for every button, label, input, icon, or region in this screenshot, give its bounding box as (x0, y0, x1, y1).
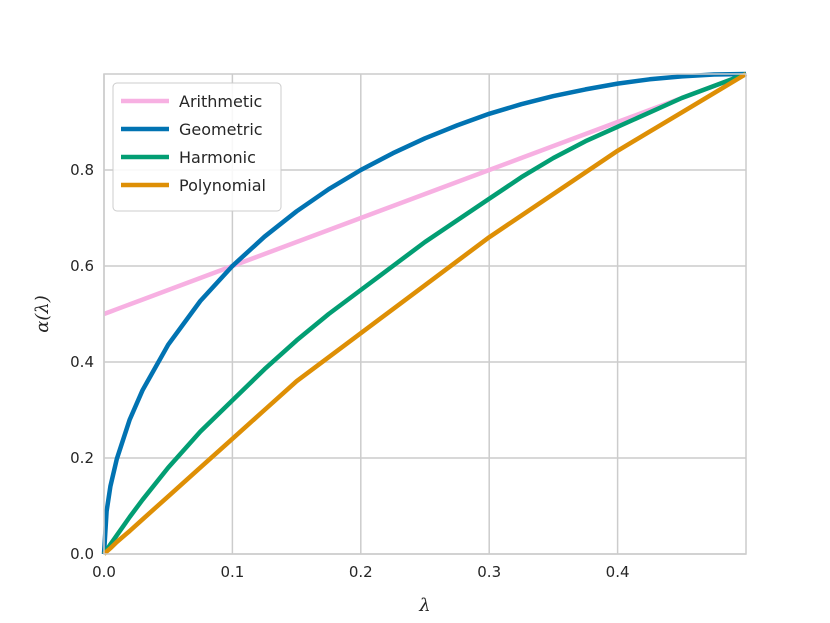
x-tick-label: 0.0 (92, 563, 116, 581)
tick-labels: 0.0 0.1 0.2 0.3 0.4 0.0 0.2 0.4 0.6 0.8 (70, 161, 629, 581)
plot-frame (103, 73, 747, 555)
y-tick-label: 0.2 (70, 449, 94, 467)
legend: Arithmetic Geometric Harmonic Polynomial (112, 82, 282, 212)
legend-label-harmonic: Harmonic (179, 148, 256, 167)
legend-box (112, 82, 282, 212)
series-line-geometric (101, 71, 747, 555)
x-axis-label: λ (418, 595, 430, 616)
legend-label-polynomial: Polynomial (179, 176, 266, 195)
x-tick-label: 0.1 (220, 563, 244, 581)
series-lines (101, 71, 748, 556)
x-tick-label: 0.3 (477, 563, 501, 581)
y-tick-label: 0.0 (70, 545, 94, 563)
y-tick-label: 0.6 (70, 257, 94, 275)
series-line-arithmetic (103, 71, 747, 317)
legend-label-arithmetic: Arithmetic (179, 92, 262, 111)
legend-label-geometric: Geometric (179, 120, 263, 139)
series-line-polynomial (102, 72, 748, 556)
y-tick-label: 0.4 (70, 353, 94, 371)
y-axis-label: α(λ) (32, 295, 53, 333)
x-tick-label: 0.4 (606, 563, 630, 581)
x-tick-label: 0.2 (349, 563, 373, 581)
series-line-harmonic (102, 71, 747, 556)
y-tick-label: 0.8 (70, 161, 94, 179)
